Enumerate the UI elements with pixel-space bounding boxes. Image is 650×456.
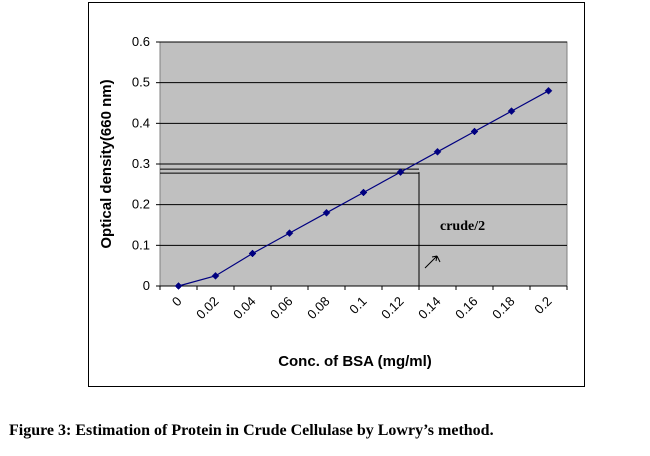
x-tick-label: 0 (169, 294, 185, 310)
x-tick-label: 0.2 (531, 294, 554, 317)
y-tick-label: 0 (143, 278, 150, 293)
y-tick-label: 0.3 (132, 156, 150, 171)
reference-lines (160, 168, 420, 286)
x-axis-ticks: 0 0.02 0.04 0.06 0.08 0.1 0.12 0.14 0.16 0.18 0.2 (159, 286, 568, 323)
y-tick-label: 0.2 (132, 197, 150, 212)
x-tick-label: 0.16 (452, 294, 481, 323)
data-point (433, 147, 442, 156)
x-tick-label: 0.18 (489, 294, 518, 323)
x-tick-label: 0.1 (346, 294, 369, 317)
data-point (322, 208, 331, 217)
annotation-arrow (424, 255, 441, 269)
x-axis-label: Conc. of BSA (mg/ml) (278, 353, 432, 370)
y-tick-label: 0.4 (132, 115, 150, 130)
data-point (211, 271, 220, 280)
annotation-label: crude/2 (440, 219, 485, 234)
y-tick-label: 0.5 (132, 75, 150, 90)
x-tick-label: 0.06 (267, 294, 296, 323)
data-point (285, 229, 294, 237)
x-tick-label: 0.12 (378, 294, 407, 323)
gridlines (160, 41, 567, 287)
y-axis-label: Optical density(660 nm) (98, 79, 115, 248)
figure-caption: Figure 3: Estimation of Protein in Crude… (9, 422, 494, 439)
data-point (359, 188, 368, 197)
x-tick-label: 0.08 (304, 294, 333, 323)
y-axis-ticks: 0 0.1 0.2 0.3 0.4 0.5 0.6 (132, 34, 160, 293)
data-point (396, 168, 405, 176)
data-series (174, 86, 553, 290)
data-point (248, 249, 257, 258)
data-point (470, 127, 479, 136)
data-point (544, 86, 553, 95)
x-tick-label: 0.04 (230, 294, 259, 323)
x-tick-label: 0.14 (415, 294, 444, 323)
data-point (174, 282, 183, 290)
y-tick-label: 0.6 (132, 34, 150, 49)
chart: 0 0.1 0.2 0.3 0.4 0.5 0.6 0 0.02 0.04 0.06 0.08 0.1… (98, 34, 568, 370)
x-tick-label: 0.02 (193, 294, 222, 323)
y-tick-label: 0.1 (132, 237, 150, 252)
data-point (507, 107, 516, 115)
